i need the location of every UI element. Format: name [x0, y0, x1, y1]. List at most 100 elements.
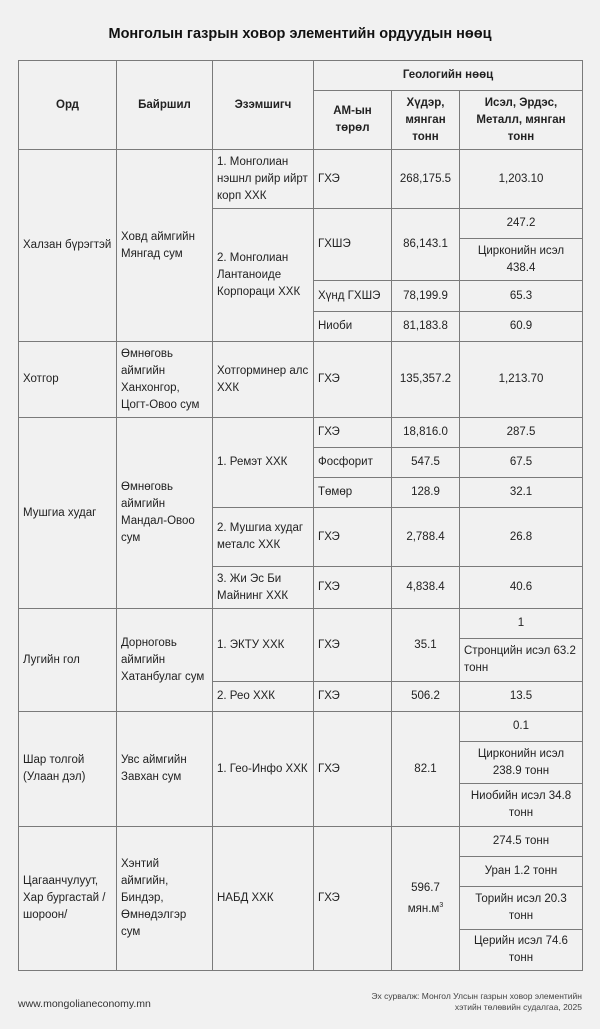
ore-cell: 4,838.4 [391, 566, 460, 609]
deposit-cell: Цагаанчулуут, Хар бургастай /шороон/ [18, 826, 117, 971]
oxide-cell: 32.1 [458, 477, 584, 508]
oxide-cell: 274.5 тонн [458, 826, 584, 857]
table-row: Мушгиа худаг Өмнөговь аймгийн Мандал-Ово… [18, 417, 584, 609]
header-type: АМ-ын төрөл [313, 90, 392, 150]
oxide-cell: Стронцийн исэл 63.2 тонн [458, 638, 584, 682]
table-row: Төмөр 128.9 32.1 [19, 477, 584, 508]
header-deposit: Орд [18, 60, 117, 150]
ore-cell: 135,357.2 [391, 341, 460, 418]
type-cell: ГХЭ [313, 711, 392, 827]
deposit-cell: Хотгор [18, 341, 117, 418]
deposit-cell: Халзан бүрэгтэй [18, 149, 117, 342]
table-row: Лугийн гол Дорноговь аймгийн Хатанбулаг … [18, 608, 584, 712]
type-cell: ГХЭ [313, 608, 392, 682]
type-cell: ГХЭ [313, 826, 392, 971]
deposit-cell: Лугийн гол [18, 608, 117, 712]
ore-cell: 35.1 [391, 608, 460, 682]
ore-cell: 81,183.8 [391, 311, 460, 342]
type-cell: Хүнд ГХШЭ [313, 280, 392, 312]
oxide-cell: 40.6 [458, 566, 584, 609]
source-note: Эх сурвалж: Монгол Улсын газрын ховор эл… [371, 991, 582, 1012]
owner-cell: 1. Гео-Инфо ХХК [212, 711, 314, 827]
type-cell: ГХЭ [313, 507, 392, 567]
table-row: 3. Жи Эс Би Майнинг ХХК ГХЭ 4,838.4 40.6 [19, 566, 584, 609]
type-cell: ГХЭ [313, 341, 392, 418]
ore-cell: 596.7 мян.м3 [391, 826, 460, 971]
owner-cell: 2. Рео ХХК [212, 681, 314, 712]
table-row: 2. Рео ХХК ГХЭ 506.2 13.5 [19, 681, 584, 712]
oxide-cell: 67.5 [458, 447, 584, 478]
oxide-cell: Цирконийн исэл 438.4 [458, 238, 584, 281]
table-row: Ниобийн исэл 34.8 тонн [19, 783, 584, 827]
type-cell: Фосфорит [313, 447, 392, 478]
location-cell: Өмнөговь аймгийн Ханхонгор, Цогт-Овоо су… [116, 341, 213, 418]
type-cell: Төмөр [313, 477, 392, 508]
owner-cell: 2. Мушгиа худаг металс ХХК [212, 507, 314, 567]
table-row: Халзан бүрэгтэй Ховд аймгийн Мянгад сум … [18, 149, 584, 342]
owner-cell: 1. ЭКТУ ХХК [212, 608, 314, 682]
page-title: Монголын газрын ховор элементийн ордууды… [108, 26, 492, 42]
owner-cell: 3. Жи Эс Би Майнинг ХХК [212, 566, 314, 609]
owner-cell: 2. Монголиан Лантаноиде Корпораци ХХК [212, 208, 314, 342]
ore-cell: 547.5 [391, 447, 460, 478]
type-cell: ГХЭ [313, 417, 392, 448]
oxide-cell: 287.5 [458, 417, 584, 448]
table-row: Стронцийн исэл 63.2 тонн [19, 638, 584, 682]
header-oxide: Исэл, Эрдэс, Металл, мянган тонн [458, 90, 584, 150]
ore-cell: 18,816.0 [391, 417, 460, 448]
location-cell: Өмнөговь аймгийн Мандал-Овоо сум [116, 417, 213, 609]
oxide-cell: Уран 1.2 тонн [458, 856, 584, 887]
oxide-cell: Торийн исэл 20.3 тонн [458, 886, 584, 930]
type-cell: ГХЭ [313, 149, 392, 209]
table-row: Цирконийн исэл 438.4 [19, 238, 584, 281]
ore-cell: 2,788.4 [391, 507, 460, 567]
type-cell: ГХЭ [313, 566, 392, 609]
deposit-cell: Мушгиа худаг [18, 417, 117, 609]
owner-cell: 1. Ремэт ХХК [212, 417, 314, 508]
oxide-cell: 26.8 [458, 507, 584, 567]
oxide-cell: 60.9 [458, 311, 584, 342]
location-cell: Хэнтий аймгийн, Биндэр, Өмнөдэлгэр сум [116, 826, 213, 971]
deposit-cell: Шар толгой (Улаан дэл) [18, 711, 117, 827]
type-cell: ГХЭ [313, 681, 392, 712]
header-ore: Хүдэр, мянган тонн [391, 90, 460, 150]
type-cell: Ниоби [313, 311, 392, 342]
table-row: Церийн исэл 74.6 тонн [19, 929, 584, 971]
table-row: 2. Мушгиа худаг металс ХХК ГХЭ 2,788.4 2… [19, 507, 584, 567]
table-row: Цагаанчулуут, Хар бургастай /шороон/ Хэн… [18, 826, 584, 971]
ore-cell: 506.2 [391, 681, 460, 712]
oxide-cell: 1 [458, 608, 584, 639]
header-geological-reserve: Геологийн нөөц [312, 60, 584, 91]
table-row: 2. Монголиан Лантаноиде Корпораци ХХК ГХ… [19, 208, 584, 342]
ore-cell: 86,143.1 [391, 208, 460, 281]
ore-value: 596.7 мян.м [407, 881, 440, 915]
oxide-cell: 1,203.10 [458, 149, 584, 209]
header-location: Байршил [116, 60, 213, 150]
ore-cell: 78,199.9 [391, 280, 460, 312]
table-row: Ниоби 81,183.8 60.9 [19, 311, 584, 342]
header-owner: Эзэмшигч [212, 60, 314, 150]
ore-cell: 128.9 [391, 477, 460, 508]
oxide-cell: 13.5 [458, 681, 584, 712]
location-cell: Увс аймгийн Завхан сум [116, 711, 213, 827]
owner-cell: НАБД ХХК [212, 826, 314, 971]
ore-cell: 82.1 [391, 711, 460, 827]
type-cell: ГХШЭ [313, 208, 392, 281]
oxide-cell: 247.2 [458, 208, 584, 239]
ore-cell: 268,175.5 [391, 149, 460, 209]
location-cell: Ховд аймгийн Мянгад сум [116, 149, 213, 342]
table-row: Уран 1.2 тонн [19, 856, 584, 887]
oxide-cell: Цирконийн исэл 238.9 тонн [458, 741, 584, 784]
owner-cell: 1. Монголиан нэшнл рийр ийрт корп ХХК [212, 149, 314, 209]
reserves-table: Орд Байршил Эзэмшигч Геологийн нөөц АМ-ы… [18, 60, 584, 971]
table-row: Хүнд ГХШЭ 78,199.9 65.3 [19, 280, 584, 312]
table-row: Хотгор Өмнөговь аймгийн Ханхонгор, Цогт-… [18, 341, 584, 418]
oxide-cell: Ниобийн исэл 34.8 тонн [458, 783, 584, 827]
table-row: Шар толгой (Улаан дэл) Увс аймгийн Завха… [18, 711, 584, 827]
website-link[interactable]: www.mongolianeconomy.mn [18, 998, 151, 1010]
oxide-cell: 65.3 [458, 280, 584, 312]
ore-unit-superscript: 3 [439, 901, 444, 909]
oxide-cell: Церийн исэл 74.6 тонн [458, 929, 584, 971]
owner-cell: Хотгорминер алс ХХК [212, 341, 314, 418]
location-cell: Дорноговь аймгийн Хатанбулаг сум [116, 608, 213, 712]
